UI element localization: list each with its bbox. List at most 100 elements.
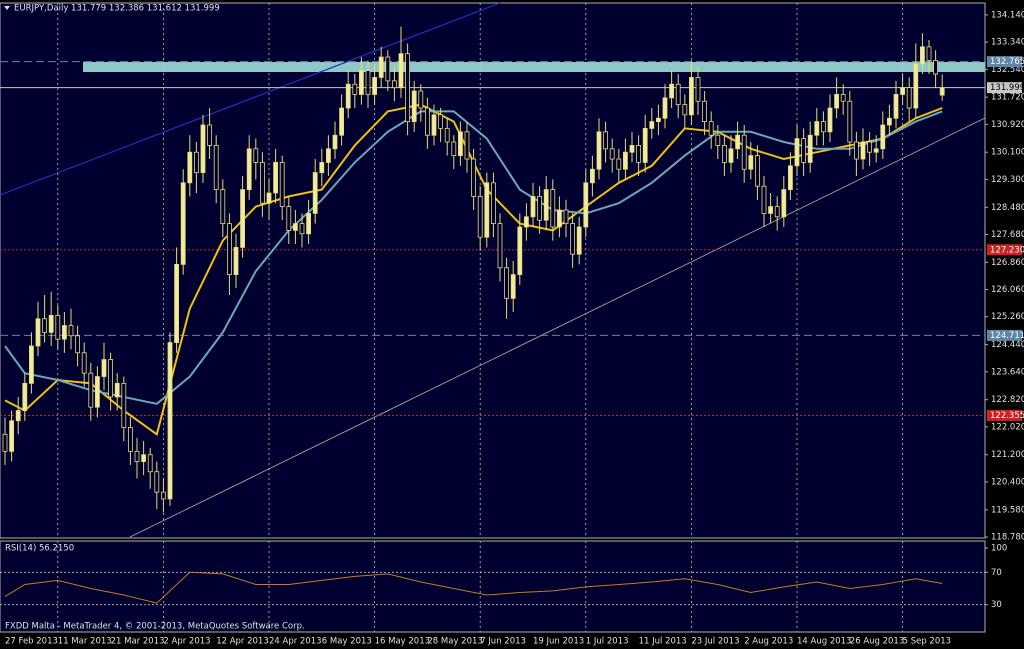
price-tag-label: 127.230 bbox=[990, 245, 1024, 255]
candle-body bbox=[378, 56, 384, 78]
candle-body bbox=[358, 70, 364, 95]
candle-body bbox=[246, 148, 252, 191]
candle-body bbox=[187, 151, 193, 184]
candle-body bbox=[464, 131, 470, 160]
candle-body bbox=[913, 63, 919, 109]
candle-body bbox=[788, 165, 793, 191]
trend-line bbox=[129, 117, 986, 538]
candle-body bbox=[444, 128, 450, 143]
y-tick-label: 100 bbox=[991, 544, 1007, 554]
candle-body bbox=[656, 117, 661, 123]
candle-body bbox=[847, 100, 853, 143]
candle-body bbox=[22, 382, 28, 411]
candle-body bbox=[193, 151, 199, 174]
candle-body bbox=[590, 168, 595, 184]
candle-body bbox=[2, 433, 8, 452]
y-tick-label: 126.060 bbox=[991, 285, 1024, 295]
candle-body bbox=[636, 145, 641, 163]
candle-body bbox=[48, 314, 54, 333]
x-tick-label: 2 Aug 2013 bbox=[744, 637, 793, 647]
candle-body bbox=[391, 80, 397, 89]
y-tick-label: 129.300 bbox=[991, 175, 1024, 185]
candle-body bbox=[675, 83, 681, 106]
candle-body bbox=[801, 138, 806, 163]
candle-body bbox=[642, 128, 648, 163]
candle-body bbox=[174, 263, 180, 343]
candle-body bbox=[68, 325, 74, 337]
candle-body bbox=[306, 213, 312, 235]
candle-body bbox=[827, 107, 833, 133]
candle-body bbox=[332, 134, 338, 150]
y-tick-label: 70 bbox=[991, 568, 1002, 578]
y-tick-label: 122.020 bbox=[991, 422, 1024, 432]
x-tick-label: 5 Sep 2013 bbox=[903, 637, 951, 647]
candle-body bbox=[537, 196, 542, 221]
candle-body bbox=[312, 172, 318, 214]
candle-body bbox=[411, 90, 417, 123]
candle-body bbox=[702, 100, 707, 123]
candle-body bbox=[939, 87, 945, 96]
candle-body bbox=[253, 148, 259, 163]
y-tick-label: 118.780 bbox=[991, 533, 1024, 543]
resistance-zone bbox=[83, 62, 985, 72]
candle-body bbox=[95, 376, 100, 408]
moving-average bbox=[4, 110, 943, 405]
candle-body bbox=[200, 124, 206, 174]
candle-body bbox=[490, 182, 496, 225]
candle-body bbox=[768, 206, 773, 214]
candle-body bbox=[510, 274, 516, 299]
candle-body bbox=[609, 148, 615, 160]
candle-body bbox=[748, 155, 754, 170]
moving-average bbox=[4, 103, 943, 436]
candle-body bbox=[114, 382, 120, 398]
price-tag-label: 131.999 bbox=[990, 83, 1024, 93]
candle-body bbox=[761, 185, 767, 214]
rsi-line bbox=[4, 571, 943, 604]
candle-body bbox=[497, 223, 503, 269]
candle-body bbox=[629, 145, 635, 153]
candle-body bbox=[794, 138, 800, 167]
candle-body bbox=[339, 107, 345, 136]
candle-body bbox=[372, 77, 378, 95]
candle-body bbox=[477, 196, 483, 238]
candle-body bbox=[689, 77, 694, 116]
y-tick-label: 128.480 bbox=[991, 203, 1024, 213]
candle-body bbox=[873, 148, 879, 153]
candle-body bbox=[365, 70, 371, 95]
candle-body bbox=[807, 134, 813, 163]
x-tick-label: 11 Mar 2013 bbox=[58, 637, 112, 647]
y-tick-label: 121.200 bbox=[991, 450, 1024, 460]
candle-body bbox=[279, 162, 285, 208]
candle-body bbox=[266, 192, 272, 204]
candle-body bbox=[167, 342, 173, 500]
candle-body bbox=[504, 267, 510, 299]
candle-body bbox=[127, 427, 133, 452]
candle-body bbox=[405, 53, 411, 123]
candle-body bbox=[550, 189, 556, 228]
candle-body bbox=[893, 94, 899, 119]
x-tick-label: 6 May 2013 bbox=[322, 637, 372, 647]
main-panel bbox=[0, 2, 986, 539]
price-tag bbox=[987, 244, 1022, 256]
candle-body bbox=[101, 359, 107, 377]
candle-body bbox=[735, 134, 740, 150]
candle-body bbox=[596, 131, 602, 170]
candle-body bbox=[319, 162, 325, 174]
candle-body bbox=[55, 314, 61, 340]
price-tag bbox=[987, 56, 1022, 68]
candle-body bbox=[603, 131, 608, 150]
y-tick-label: 124.440 bbox=[991, 340, 1024, 350]
candle-body bbox=[854, 141, 859, 160]
candle-body bbox=[695, 77, 701, 102]
candle-body bbox=[121, 382, 127, 428]
x-tick-label: 23 Jul 2013 bbox=[691, 637, 739, 647]
candle-body bbox=[623, 151, 628, 170]
candle-body bbox=[352, 83, 358, 95]
candle-body bbox=[385, 56, 391, 82]
y-tick-label: 127.680 bbox=[991, 230, 1024, 240]
candle-body bbox=[576, 226, 582, 255]
candle-body bbox=[920, 46, 925, 65]
footer: FXDD Malta - MetaTrader 4, © 2001-2013, … bbox=[5, 622, 305, 632]
candle-body bbox=[524, 216, 529, 228]
